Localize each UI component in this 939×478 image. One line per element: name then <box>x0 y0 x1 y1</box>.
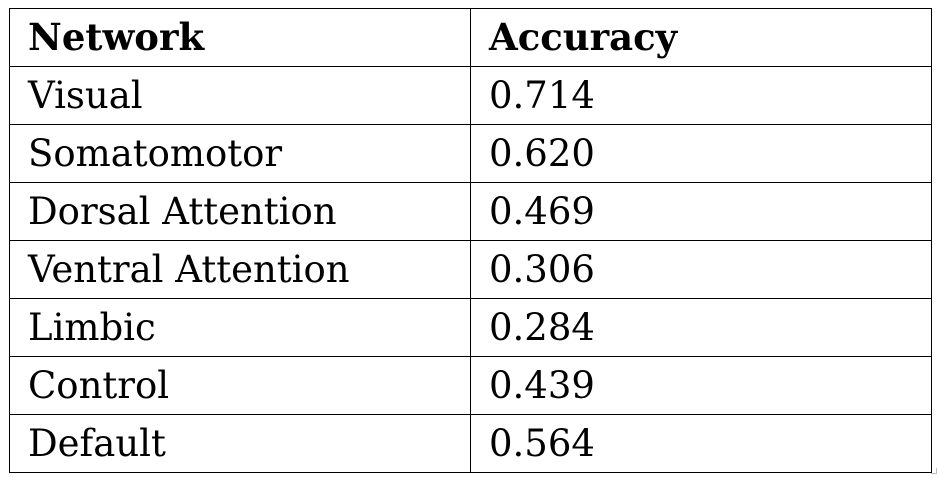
accuracy-table: Network Accuracy Visual 0.714 Somatomoto… <box>9 8 932 473</box>
table-header-row: Network Accuracy <box>9 8 932 67</box>
page-corner-marker <box>931 468 937 474</box>
table-row: Visual 0.714 <box>9 66 932 125</box>
table-row: Control 0.439 <box>9 356 932 415</box>
network-cell: Default <box>9 414 471 473</box>
network-cell: Somatomotor <box>9 124 471 183</box>
accuracy-cell: 0.564 <box>470 414 932 473</box>
accuracy-cell: 0.439 <box>470 356 932 415</box>
network-cell: Control <box>9 356 471 415</box>
accuracy-cell: 0.306 <box>470 240 932 299</box>
table-row: Default 0.564 <box>9 414 932 473</box>
table-row: Dorsal Attention 0.469 <box>9 182 932 241</box>
network-cell: Ventral Attention <box>9 240 471 299</box>
table-row: Limbic 0.284 <box>9 298 932 357</box>
network-cell: Dorsal Attention <box>9 182 471 241</box>
table-row: Somatomotor 0.620 <box>9 124 932 183</box>
accuracy-cell: 0.469 <box>470 182 932 241</box>
header-accuracy: Accuracy <box>470 8 932 67</box>
network-cell: Visual <box>9 66 471 125</box>
network-cell: Limbic <box>9 298 471 357</box>
accuracy-cell: 0.284 <box>470 298 932 357</box>
header-network: Network <box>9 8 471 67</box>
accuracy-cell: 0.714 <box>470 66 932 125</box>
table-row: Ventral Attention 0.306 <box>9 240 932 299</box>
accuracy-cell: 0.620 <box>470 124 932 183</box>
